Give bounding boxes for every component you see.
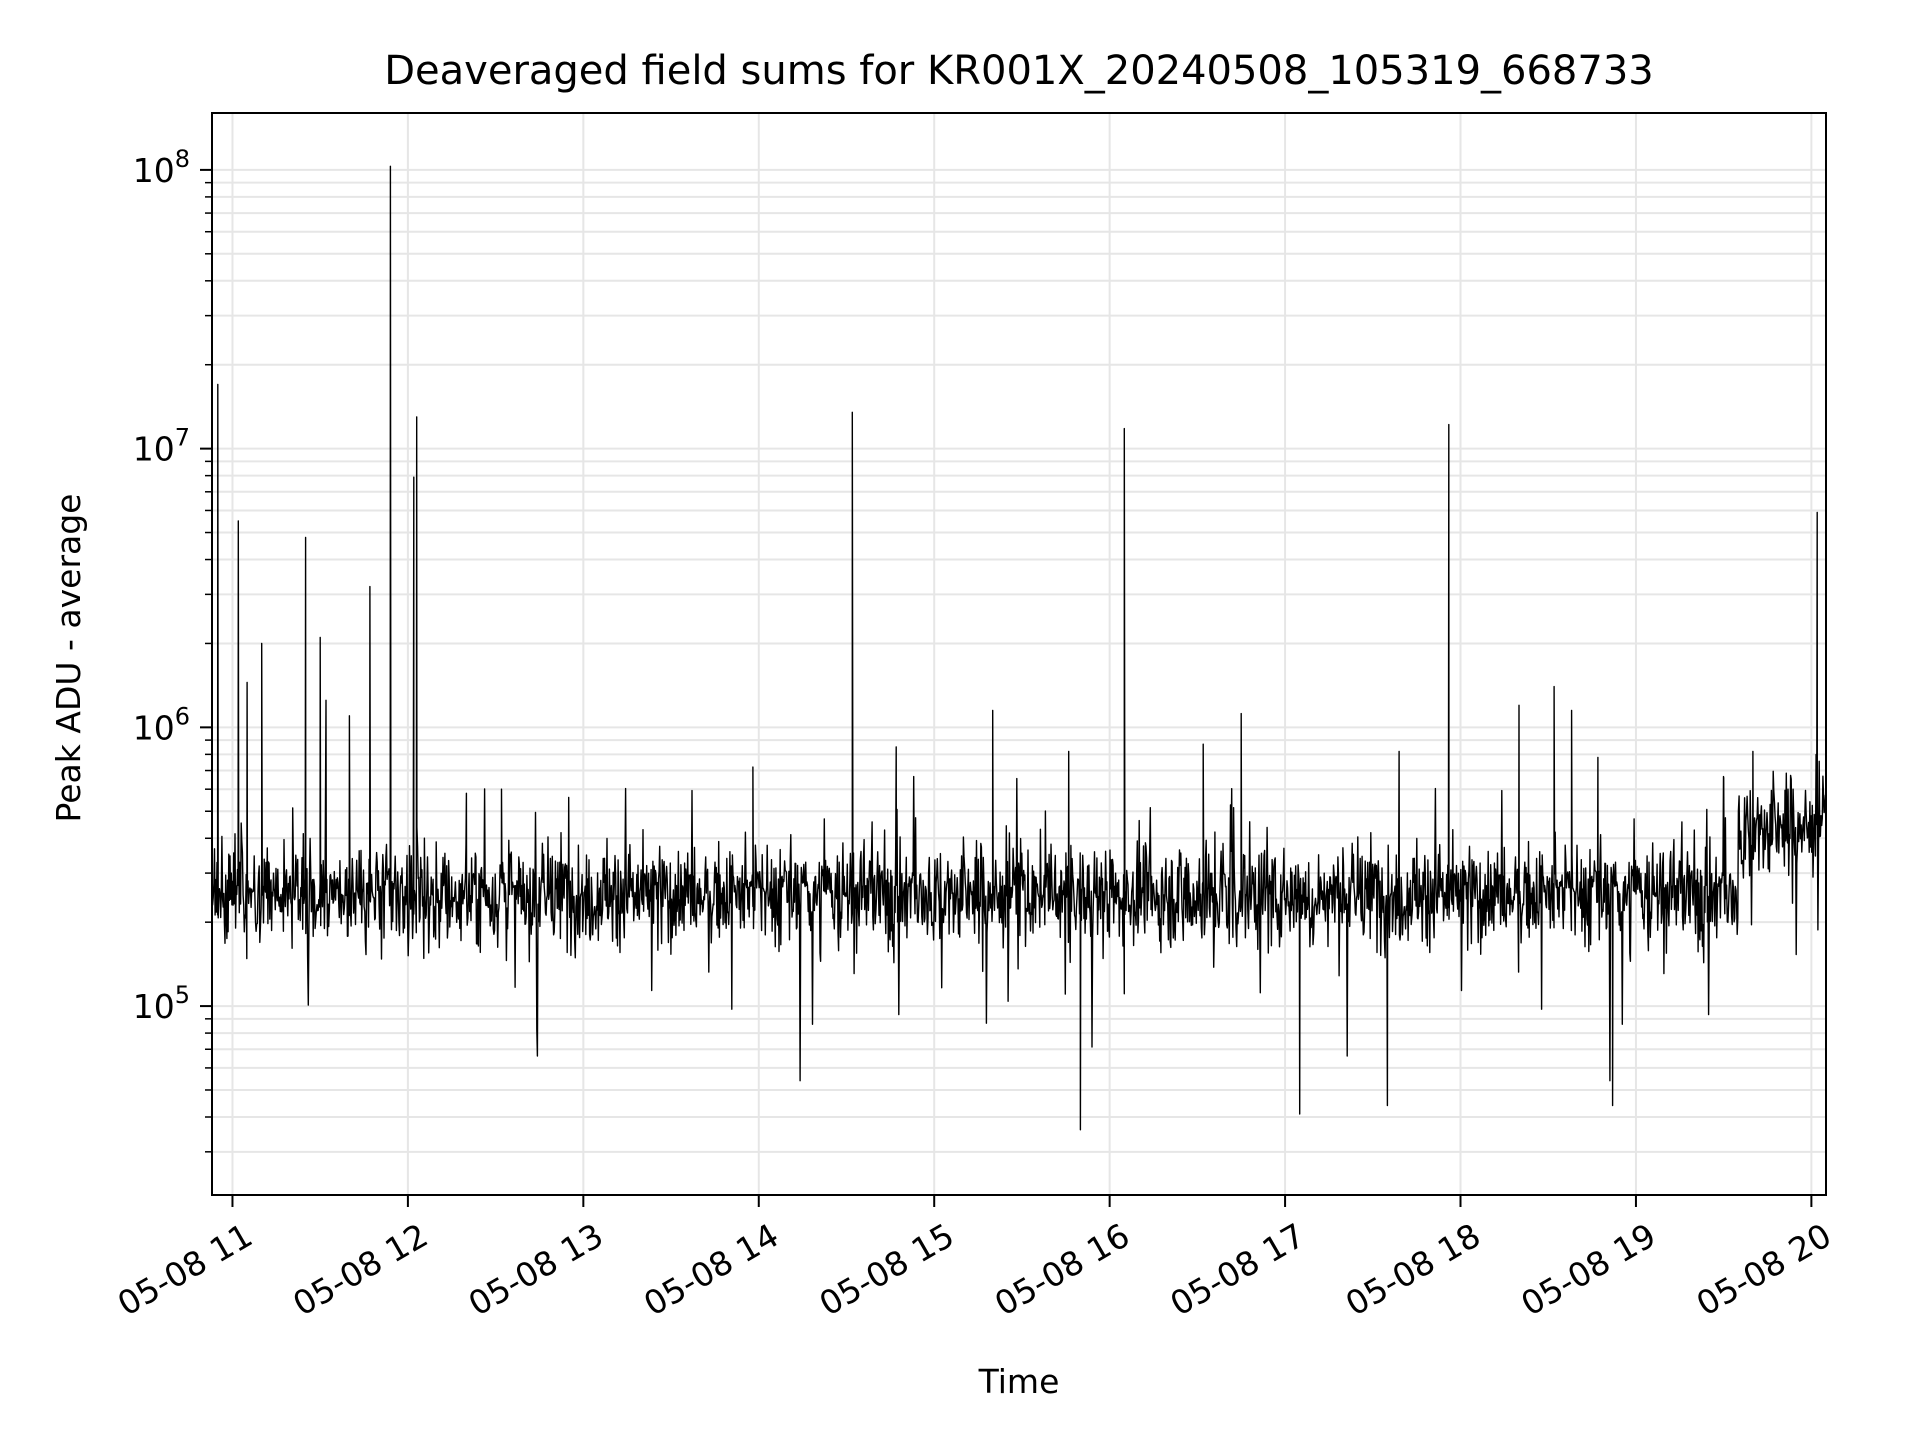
y-tick-label: 107 <box>133 424 190 469</box>
y-tick-label: 108 <box>133 145 190 190</box>
x-axis-label: Time <box>978 1362 1060 1401</box>
grid-lines <box>212 113 1826 1195</box>
plot-frame <box>211 112 1827 1196</box>
y-axis-label: Peak ADU - average <box>49 494 88 823</box>
data-series <box>211 165 1827 1131</box>
y-tick-label: 105 <box>133 981 190 1026</box>
chart-title: Deaveraged field sums for KR001X_2024050… <box>384 48 1653 94</box>
y-tick-label: 106 <box>133 702 190 747</box>
series-line <box>211 165 1827 1131</box>
